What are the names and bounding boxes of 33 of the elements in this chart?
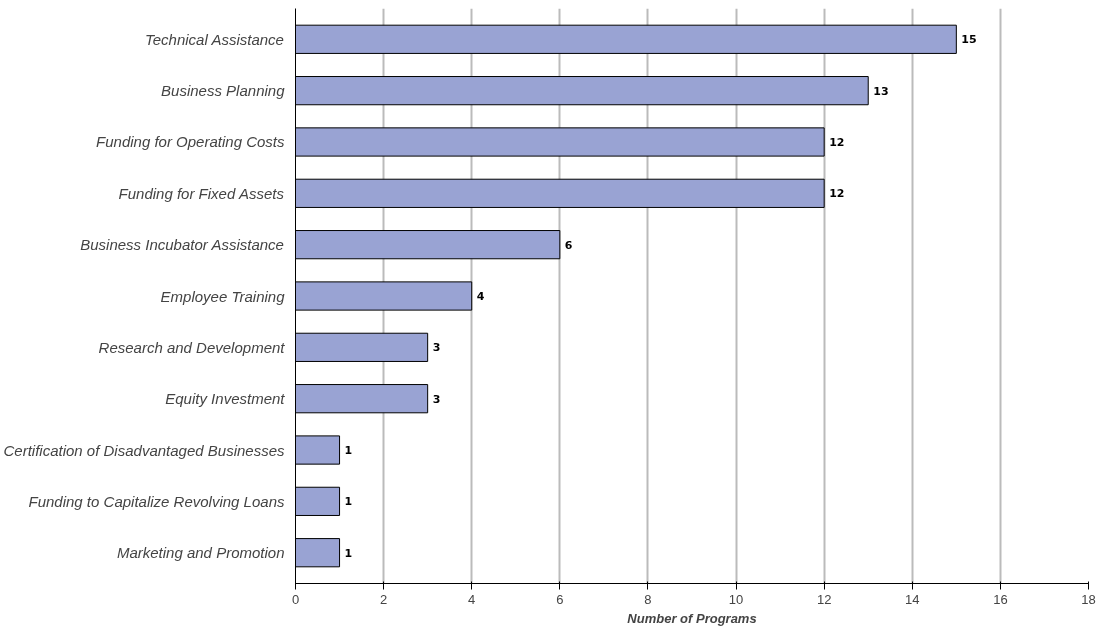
data-label: 15 xyxy=(961,33,977,47)
x-tick-label: 10 xyxy=(728,591,744,607)
x-tick-label: 0 xyxy=(291,591,300,607)
y-tick-label: Technical Assistance xyxy=(144,30,284,48)
x-tick-label: 14 xyxy=(905,591,920,607)
data-label: 4 xyxy=(476,290,485,303)
y-tick-label: Marketing and Promotion xyxy=(116,544,285,562)
x-tick-label: 2 xyxy=(380,591,388,607)
data-label: 1 xyxy=(344,444,353,458)
data-label: 12 xyxy=(829,135,845,149)
x-tick-label: 12 xyxy=(816,591,832,607)
data-label: 1 xyxy=(344,495,353,509)
x-axis-title: Number of Programs xyxy=(627,610,757,626)
x-tick-label: 18 xyxy=(1081,591,1096,607)
x-tick-label: 4 xyxy=(468,591,476,607)
x-tick-label: 8 xyxy=(644,591,652,607)
y-tick-label: Equity Investment xyxy=(165,390,286,408)
y-tick-label: Business Incubator Assistance xyxy=(80,236,284,254)
y-tick-label: Certification of Disadvantaged Businesses xyxy=(3,441,285,459)
data-label: 12 xyxy=(829,187,845,201)
data-label: 13 xyxy=(873,84,889,98)
y-tick-label: Research and Development xyxy=(98,338,286,356)
data-label: 3 xyxy=(432,341,441,355)
y-tick-label: Funding for Operating Costs xyxy=(96,133,285,151)
data-label: 6 xyxy=(564,238,573,252)
data-label: 3 xyxy=(432,392,441,406)
y-tick-label: Funding to Capitalize Revolving Loans xyxy=(28,492,285,510)
y-tick-label: Business Planning xyxy=(161,82,286,100)
data-label: 1 xyxy=(344,546,353,560)
x-tick-label: 16 xyxy=(993,591,1008,607)
y-tick-label: Funding for Fixed Assets xyxy=(118,184,285,202)
x-tick-label: 6 xyxy=(556,591,564,607)
y-tick-label: Employee Training xyxy=(160,287,286,305)
